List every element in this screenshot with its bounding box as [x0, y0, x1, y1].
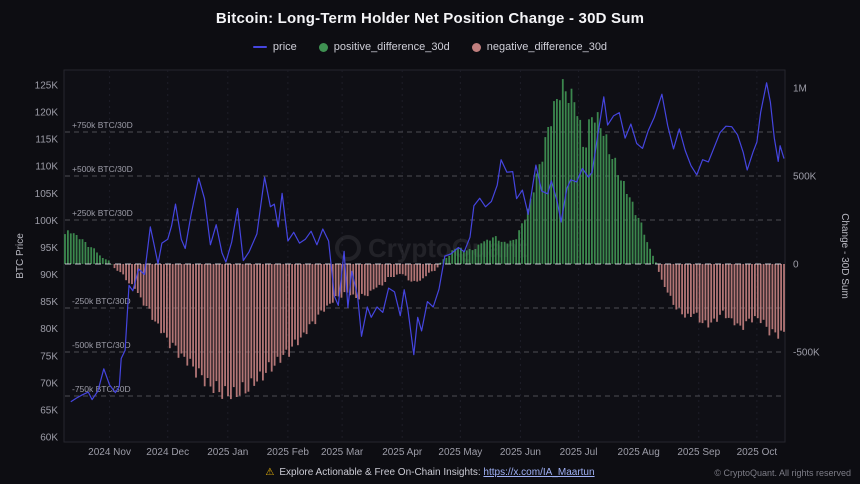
svg-text:85K: 85K [40, 297, 58, 308]
notice-text: Explore Actionable & Free On-Chain Insig… [279, 467, 484, 478]
svg-text:-500K: -500K [793, 348, 820, 359]
svg-text:75K: 75K [40, 351, 58, 362]
svg-text:2025 Sep: 2025 Sep [677, 447, 720, 458]
price-line [70, 82, 785, 403]
svg-text:2025 Jul: 2025 Jul [560, 447, 598, 458]
legend-item-negative-difference[interactable]: negative_difference_30d [471, 41, 608, 53]
legend-label: positive_difference_30d [333, 41, 450, 53]
x-axis-ticks: 2024 Nov 2024 Dec 2025 Jan 2025 Feb 2025 Mar… [88, 447, 777, 458]
svg-text:2025 May: 2025 May [438, 447, 482, 458]
chart-legend: price positive_difference_30d negative_d… [0, 41, 860, 53]
svg-text:115K: 115K [35, 135, 58, 146]
svg-text:2024 Nov: 2024 Nov [88, 447, 131, 458]
legend-label: negative_difference_30d [486, 41, 608, 53]
svg-text:110K: 110K [35, 162, 58, 173]
svg-text:2025 Oct: 2025 Oct [737, 447, 778, 458]
svg-text:100K: 100K [35, 216, 59, 227]
left-axis-ticks: 125K 120K 115K 110K 105K 100K 95K 90K 85K 80K 75K 7… [35, 81, 59, 444]
svg-text:2025 Jun: 2025 Jun [500, 447, 541, 458]
page-title: Bitcoin: Long-Term Holder Net Position C… [215, 10, 645, 27]
svg-text:60K: 60K [40, 433, 58, 444]
legend-label: price [272, 41, 297, 53]
svg-text:2025 Jan: 2025 Jan [207, 447, 248, 458]
svg-text:80K: 80K [40, 324, 58, 335]
footer-link[interactable]: https://x.com/IA_Maartun [483, 467, 595, 478]
footer-notice: ⚠ Explore Actionable & Free On-Chain Insi… [0, 467, 860, 478]
svg-text:0: 0 [793, 260, 799, 271]
guide-label: -750k BTC/30D [72, 384, 131, 394]
right-axis-ticks: 1M 500K 0 -500K [793, 84, 820, 359]
right-axis-title: Change - 30D Sum [839, 213, 850, 299]
guide-label: +250k BTC/30D [72, 208, 133, 218]
guide-label: -250k BTC/30D [72, 296, 131, 306]
legend-item-price[interactable]: price [252, 41, 297, 53]
svg-text:2025 Mar: 2025 Mar [321, 447, 364, 458]
positive-dot-icon [318, 42, 328, 52]
price-line-swatch-icon [252, 46, 267, 48]
copyright: © CryptoQuant. All rights reserved [714, 468, 851, 478]
svg-text:500K: 500K [793, 172, 817, 183]
guide-label: -500k BTC/30D [72, 340, 131, 350]
svg-text:2025 Feb: 2025 Feb [267, 447, 310, 458]
svg-text:2025 Apr: 2025 Apr [382, 447, 423, 458]
guide-label: +750k BTC/30D [72, 120, 133, 130]
guide-label: +500k BTC/30D [72, 164, 133, 174]
svg-text:90K: 90K [40, 270, 58, 281]
svg-text:95K: 95K [40, 243, 58, 254]
svg-text:2025 Aug: 2025 Aug [618, 447, 660, 458]
negative-dot-icon [471, 42, 481, 52]
net-position-bars [64, 79, 785, 400]
cryptoquant-watermark: CryptoQuant [335, 233, 527, 263]
svg-text:2024 Dec: 2024 Dec [146, 447, 189, 458]
svg-text:105K: 105K [35, 189, 59, 200]
chart-canvas[interactable]: CryptoQuant +750k BTC/30D +500k BTC/30D +25… [0, 0, 860, 462]
warning-icon: ⚠ [265, 467, 275, 478]
legend-item-positive-difference[interactable]: positive_difference_30d [318, 41, 450, 53]
svg-text:70K: 70K [40, 378, 58, 389]
left-axis-title: BTC Price [15, 233, 26, 279]
svg-text:CryptoQuant: CryptoQuant [368, 233, 527, 263]
svg-text:120K: 120K [35, 108, 59, 119]
svg-text:125K: 125K [35, 81, 59, 92]
svg-text:65K: 65K [40, 405, 58, 416]
svg-text:1M: 1M [793, 84, 807, 95]
